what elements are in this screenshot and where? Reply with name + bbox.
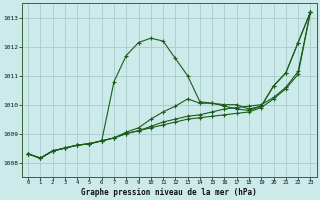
X-axis label: Graphe pression niveau de la mer (hPa): Graphe pression niveau de la mer (hPa) bbox=[81, 188, 257, 197]
